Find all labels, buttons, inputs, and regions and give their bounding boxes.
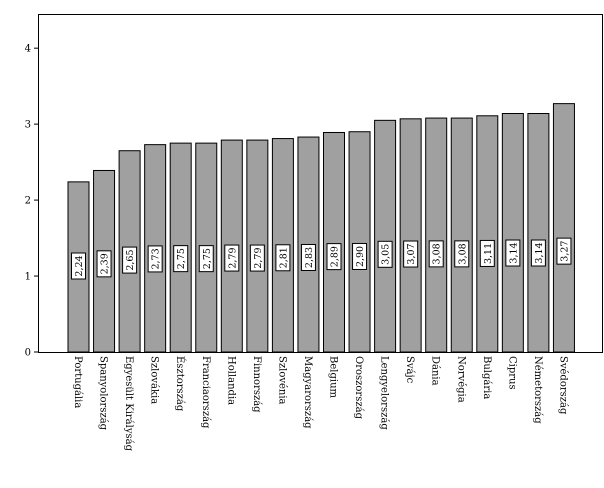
- data-label: 2,79: [227, 247, 238, 268]
- data-label-box: [173, 245, 189, 273]
- data-label: 3,14: [534, 242, 545, 263]
- data-label: 3,14: [508, 242, 519, 263]
- bar: [323, 131, 345, 353]
- data-label: 2,83: [304, 247, 315, 268]
- data-label: 2,65: [125, 250, 136, 271]
- category-label: Finnország: [251, 356, 262, 413]
- data-label-box: [275, 244, 291, 272]
- data-label-box: [96, 250, 112, 278]
- category-label: Franciaország: [200, 356, 211, 429]
- data-label-box: [147, 245, 163, 273]
- category-label: Szlovákia: [149, 356, 160, 404]
- data-label-box: [224, 244, 240, 272]
- data-label: 3,11: [483, 243, 494, 264]
- data-label-box: [454, 240, 470, 268]
- bar: [425, 117, 448, 353]
- data-label-box: [505, 239, 521, 267]
- category-label: Észtország: [174, 356, 186, 412]
- y-tick-label: 0: [25, 348, 31, 359]
- data-label: 2,75: [176, 248, 187, 269]
- category-label: Svájc: [404, 356, 415, 384]
- data-label-box: [249, 244, 265, 272]
- category-label: Norvégia: [455, 356, 466, 403]
- data-label-box: [122, 246, 138, 274]
- category-label: Spanyolország: [98, 356, 109, 431]
- data-label-box: [428, 240, 444, 268]
- category-label: Egyesült Királyság: [123, 356, 134, 452]
- category-label: Ciprus: [506, 356, 517, 390]
- category-label: Németország: [532, 356, 543, 424]
- x-axis: Portugália Spanyolország Egyesült Királysá…: [72, 356, 568, 452]
- bar: [527, 113, 550, 353]
- category-label: Portugália: [72, 356, 83, 408]
- data-label: 2,79: [253, 247, 264, 268]
- data-label: 2,73: [151, 248, 162, 269]
- data-label-box: [377, 240, 393, 268]
- y-axis: 0 1 2 3 4: [25, 44, 38, 359]
- data-label: 2,89: [330, 246, 341, 267]
- category-label: Szlovénia: [276, 356, 287, 405]
- data-label-box: [403, 240, 419, 268]
- bar: [552, 103, 575, 353]
- bar: [501, 113, 524, 353]
- bar: [348, 131, 371, 353]
- y-tick-label: 3: [25, 120, 31, 131]
- data-label-box: [326, 243, 342, 271]
- category-label: Dánia: [430, 356, 441, 386]
- data-label-box: [71, 252, 86, 280]
- data-label-box: [556, 237, 572, 265]
- category-label: Lengyelország: [379, 356, 390, 430]
- data-label-box: [352, 242, 368, 270]
- category-label: Oroszország: [353, 356, 364, 420]
- category-label: Bulgária: [481, 356, 492, 399]
- data-label: 3,08: [432, 243, 443, 264]
- y-tick-label: 4: [25, 44, 31, 55]
- data-label-box: [479, 239, 495, 267]
- y-tick-label: 1: [25, 272, 31, 283]
- data-label: 2,90: [355, 246, 366, 267]
- data-label: 3,05: [381, 244, 392, 265]
- category-label: Magyarország: [302, 356, 313, 429]
- bars-group: 2,24 2,39 2,65 2,73 2,75 2,75 2,79 2,79 2,81 2,83…: [67, 103, 575, 353]
- data-label-box: [530, 239, 546, 267]
- plot-frame: [38, 14, 603, 353]
- category-label: Hollandia: [225, 356, 236, 405]
- data-label-box: [300, 243, 316, 271]
- category-label: Belgium: [328, 356, 339, 399]
- bar: [399, 118, 422, 353]
- bar: [476, 115, 499, 353]
- data-label: 3,07: [406, 243, 417, 264]
- data-label: 3,27: [559, 241, 570, 262]
- data-label-box: [198, 245, 214, 273]
- data-label: 2,81: [278, 247, 289, 268]
- category-label: Svédország: [557, 356, 568, 415]
- y-tick-label: 2: [25, 196, 31, 207]
- data-label: 2,24: [74, 255, 85, 276]
- bar: [450, 117, 473, 353]
- data-label: 2,39: [100, 253, 111, 274]
- bar: [374, 119, 397, 353]
- data-label: 3,08: [457, 243, 468, 264]
- data-label: 2,75: [202, 248, 213, 269]
